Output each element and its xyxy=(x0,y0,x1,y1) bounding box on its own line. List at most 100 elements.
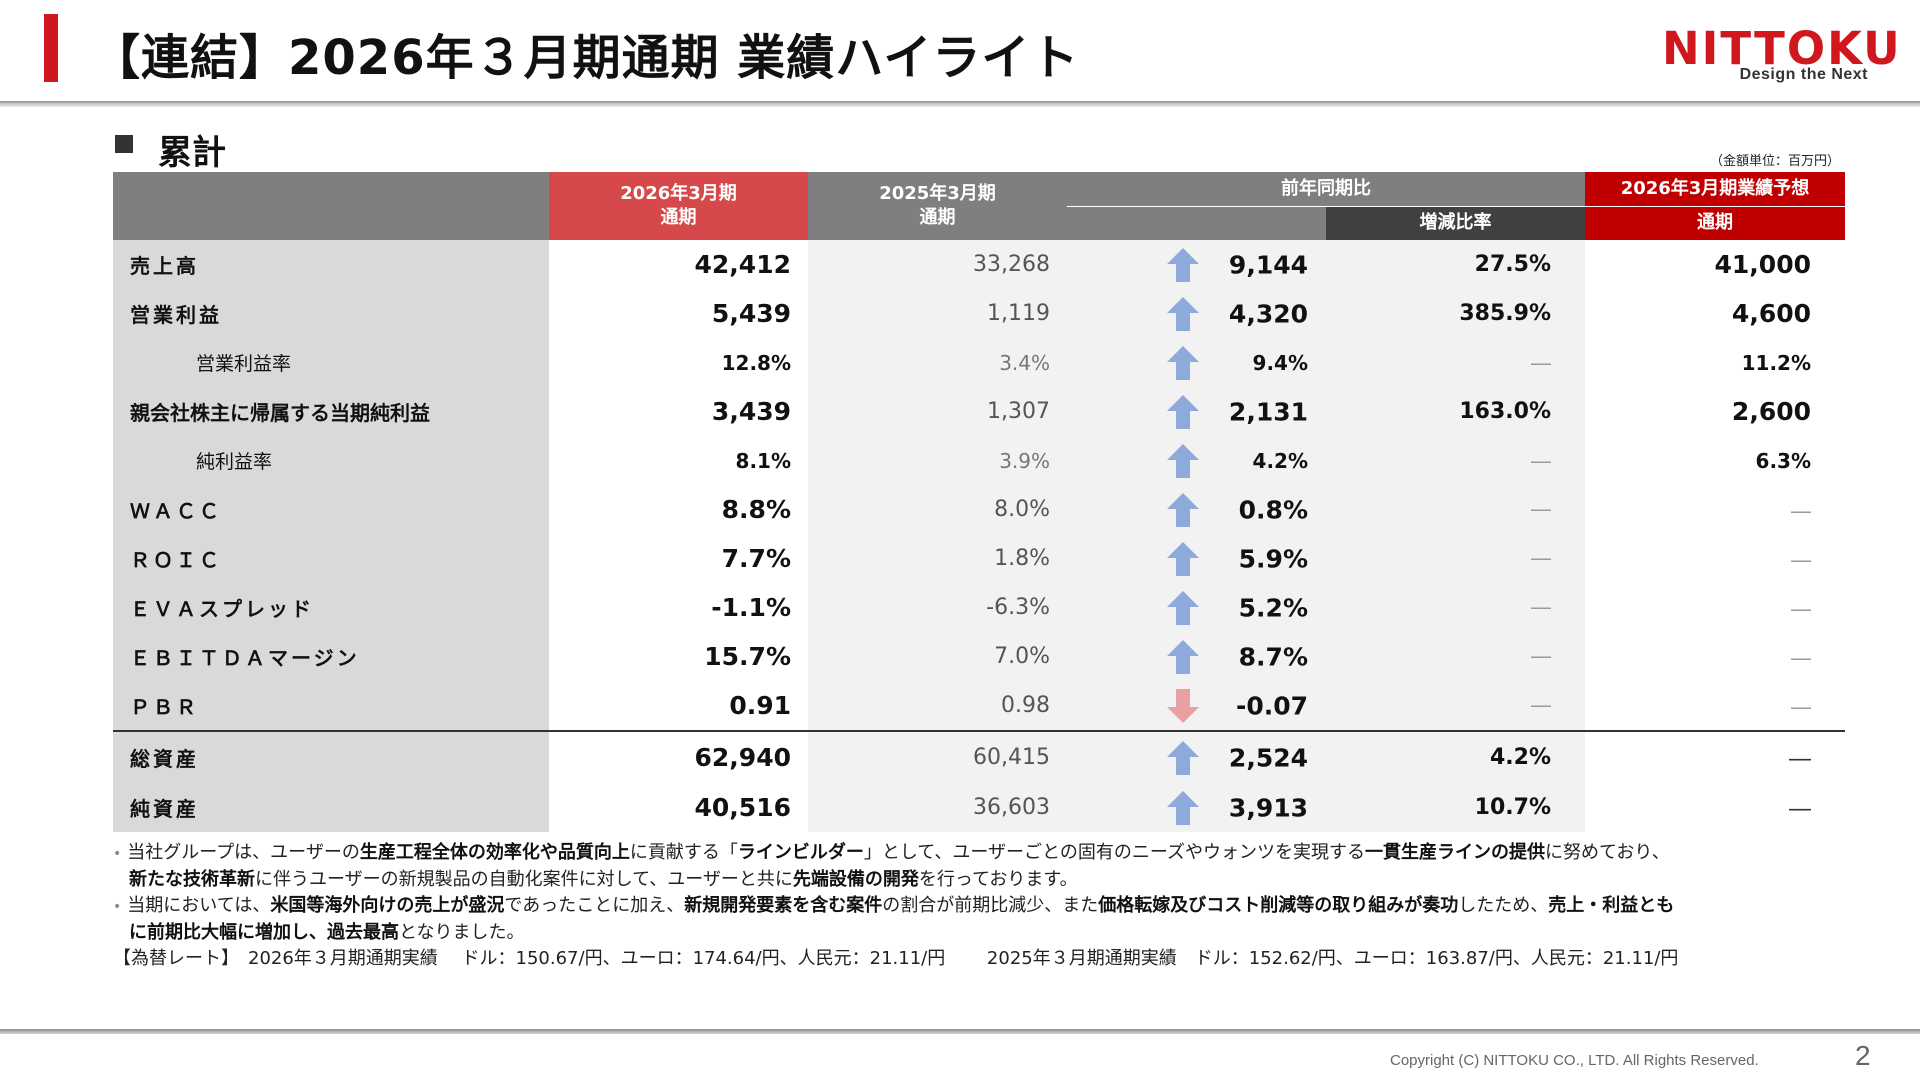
rate-text: ― xyxy=(1531,644,1551,668)
current-value: -1.1% xyxy=(711,593,791,622)
yoy-cell: 8.7% xyxy=(1067,632,1326,681)
table-row: 営業利益率 12.8% 3.4% 9.4% ― 11.2% xyxy=(113,338,1845,387)
yoy-value: -0.07 xyxy=(1235,691,1308,720)
row-label: ＷＡＣＣ xyxy=(113,485,549,534)
table-row: 純利益率 8.1% 3.9% 4.2% ― 6.3% xyxy=(113,436,1845,485)
row-label: ＥＢＩＴＤＡマージン xyxy=(113,632,549,681)
current-value: 42,412 xyxy=(694,250,791,279)
yoy-value: 5.9% xyxy=(1238,544,1308,573)
forecast-text: ― xyxy=(1791,695,1811,719)
forecast-text: 41,000 xyxy=(1714,250,1811,279)
current-value: 62,940 xyxy=(549,730,808,783)
table-body: 売上高 42,412 33,268 9,144 27.5% 41,000 営業利益 5,439… xyxy=(113,240,1845,832)
header-label-cell xyxy=(113,172,549,240)
rate-value: ― xyxy=(1326,338,1585,387)
row-label: 純資産 xyxy=(113,783,549,832)
arrow-up-icon xyxy=(1167,740,1199,775)
forecast-value: 11.2% xyxy=(1585,338,1845,387)
note-text: となりました。 xyxy=(399,922,525,943)
note-emphasis: 先端設備の開発 xyxy=(792,869,919,890)
row-label: ＲＯＩＣ xyxy=(113,534,549,583)
yoy-value: 0.8% xyxy=(1238,495,1308,524)
note-emphasis: 新たな技術革新 xyxy=(129,869,255,890)
previous-value: 60,415 xyxy=(808,730,1067,783)
note-text: の割合が前期比減少、また xyxy=(882,895,1099,916)
row-label: ＰＢＲ xyxy=(113,681,549,731)
rate-value: ― xyxy=(1326,583,1585,632)
table-row: 営業利益 5,439 1,119 4,320 385.9% 4,600 xyxy=(113,289,1845,338)
current-value: 15.7% xyxy=(704,642,791,671)
note-text: であったことに加え、 xyxy=(504,895,685,916)
forecast-value: ― xyxy=(1585,583,1845,632)
forecast-value: ― xyxy=(1585,681,1845,731)
row-label: 総資産 xyxy=(113,730,549,783)
rate-text: 4.2% xyxy=(1489,745,1551,770)
page-title: 【連結】2026年３月期通期 業績ハイライト xyxy=(92,30,1080,86)
table-row: 純資産 40,516 36,603 3,913 10.7% ― xyxy=(113,783,1845,832)
note-emphasis: 生産工程全体の効率化や品質向上 xyxy=(359,842,630,863)
previous-value: 7.0% xyxy=(808,632,1067,681)
forecast-text: ― xyxy=(1791,499,1811,523)
row-label: ＥＶＡスプレッド xyxy=(113,583,549,632)
row-label: 純利益率 xyxy=(113,436,549,485)
note-line-3: • 当期においては、米国等海外向けの売上が盛況であったことに加え、新規開発要素を含… xyxy=(113,893,1853,920)
note-text: に伴うユーザーの新規製品の自動化案件に対して、ユーザーと共に xyxy=(255,869,793,890)
rate-value: ― xyxy=(1326,485,1585,534)
highlights-table: 2026年3月期 通期 2025年3月期 通期 前年同期比 2026年3月期業績… xyxy=(113,172,1845,832)
table-row: 売上高 42,412 33,268 9,144 27.5% 41,000 xyxy=(113,240,1845,289)
arrow-up-icon xyxy=(1167,296,1199,331)
forecast-value: ― xyxy=(1585,485,1845,534)
current-value: 8.8% xyxy=(721,495,791,524)
rate-text: ― xyxy=(1531,546,1551,570)
header-yoy: 前年同期比 xyxy=(1067,172,1585,207)
yoy-cell: 4.2% xyxy=(1067,436,1326,485)
forecast-value: ― xyxy=(1585,730,1845,783)
section-square-icon xyxy=(115,135,133,153)
rate-text: ― xyxy=(1531,497,1551,521)
header-divider xyxy=(0,101,1920,107)
note-emphasis: 一貫生産ラインの提供 xyxy=(1364,842,1545,863)
current-value: 12.8% xyxy=(721,350,791,375)
rate-text: ― xyxy=(1531,448,1551,473)
logo-wordmark: NITTOKU xyxy=(1662,22,1902,75)
current-value: 0.91 xyxy=(729,691,791,720)
header-previous-line2: 通期 xyxy=(919,207,956,228)
arrow-down-icon xyxy=(1167,688,1199,723)
yoy-value: 2,131 xyxy=(1228,397,1308,426)
note-text: したため、 xyxy=(1458,895,1549,916)
table-row: 親会社株主に帰属する当期純利益 3,439 1,307 2,131 163.0% 2,60… xyxy=(113,387,1845,436)
previous-value: 1,119 xyxy=(808,289,1067,338)
page-number: 2 xyxy=(1855,1040,1871,1071)
arrow-up-icon xyxy=(1167,247,1199,282)
note-line-4: に前期比大幅に増加し、過去最高となりました。 xyxy=(113,920,1853,946)
header-forecast-period: 通期 xyxy=(1585,206,1845,240)
forecast-text: 11.2% xyxy=(1741,350,1811,375)
note-text: 当期においては、 xyxy=(127,895,271,916)
forecast-value: ― xyxy=(1585,632,1845,681)
rate-value: 385.9% xyxy=(1326,289,1585,338)
rate-value: ― xyxy=(1326,534,1585,583)
header-current-period: 2026年3月期 通期 xyxy=(549,172,808,240)
rate-text: 163.0% xyxy=(1459,399,1551,424)
rate-text: 10.7% xyxy=(1474,795,1551,820)
copyright-text: Copyright (C) NITTOKU CO., LTD. All Righ… xyxy=(1390,1052,1759,1069)
yoy-value: 2,524 xyxy=(1228,743,1308,772)
note-emphasis: に前期比大幅に増加し、過去最高 xyxy=(129,922,399,943)
table-row: 総資産 62,940 60,415 2,524 4.2% ― xyxy=(113,730,1845,783)
yoy-cell: 5.9% xyxy=(1067,534,1326,583)
rate-text: ― xyxy=(1531,350,1551,375)
note-line-2: 新たな技術革新に伴うユーザーの新規製品の自動化案件に対して、ユーザーと共に先端設… xyxy=(113,867,1853,893)
previous-value: 3.9% xyxy=(808,436,1067,485)
previous-value: 33,268 xyxy=(808,240,1067,289)
fx-rate-line: 【為替レート】 2026年３月期通期実績 ドル：150.67/円、ユーロ：174… xyxy=(113,948,1679,969)
forecast-value: 41,000 xyxy=(1585,240,1845,289)
bullet-icon: • xyxy=(113,899,122,915)
yoy-cell: 9,144 xyxy=(1067,240,1326,289)
arrow-up-icon xyxy=(1167,639,1199,674)
yoy-value: 3,913 xyxy=(1228,793,1308,822)
forecast-value: ― xyxy=(1585,534,1845,583)
current-value: 7.7% xyxy=(721,544,791,573)
note-emphasis: 価格転嫁及びコスト削減等の取り組みが奏功 xyxy=(1098,895,1459,916)
header-yoy-amount xyxy=(1067,206,1326,240)
row-label: 売上高 xyxy=(113,240,549,289)
